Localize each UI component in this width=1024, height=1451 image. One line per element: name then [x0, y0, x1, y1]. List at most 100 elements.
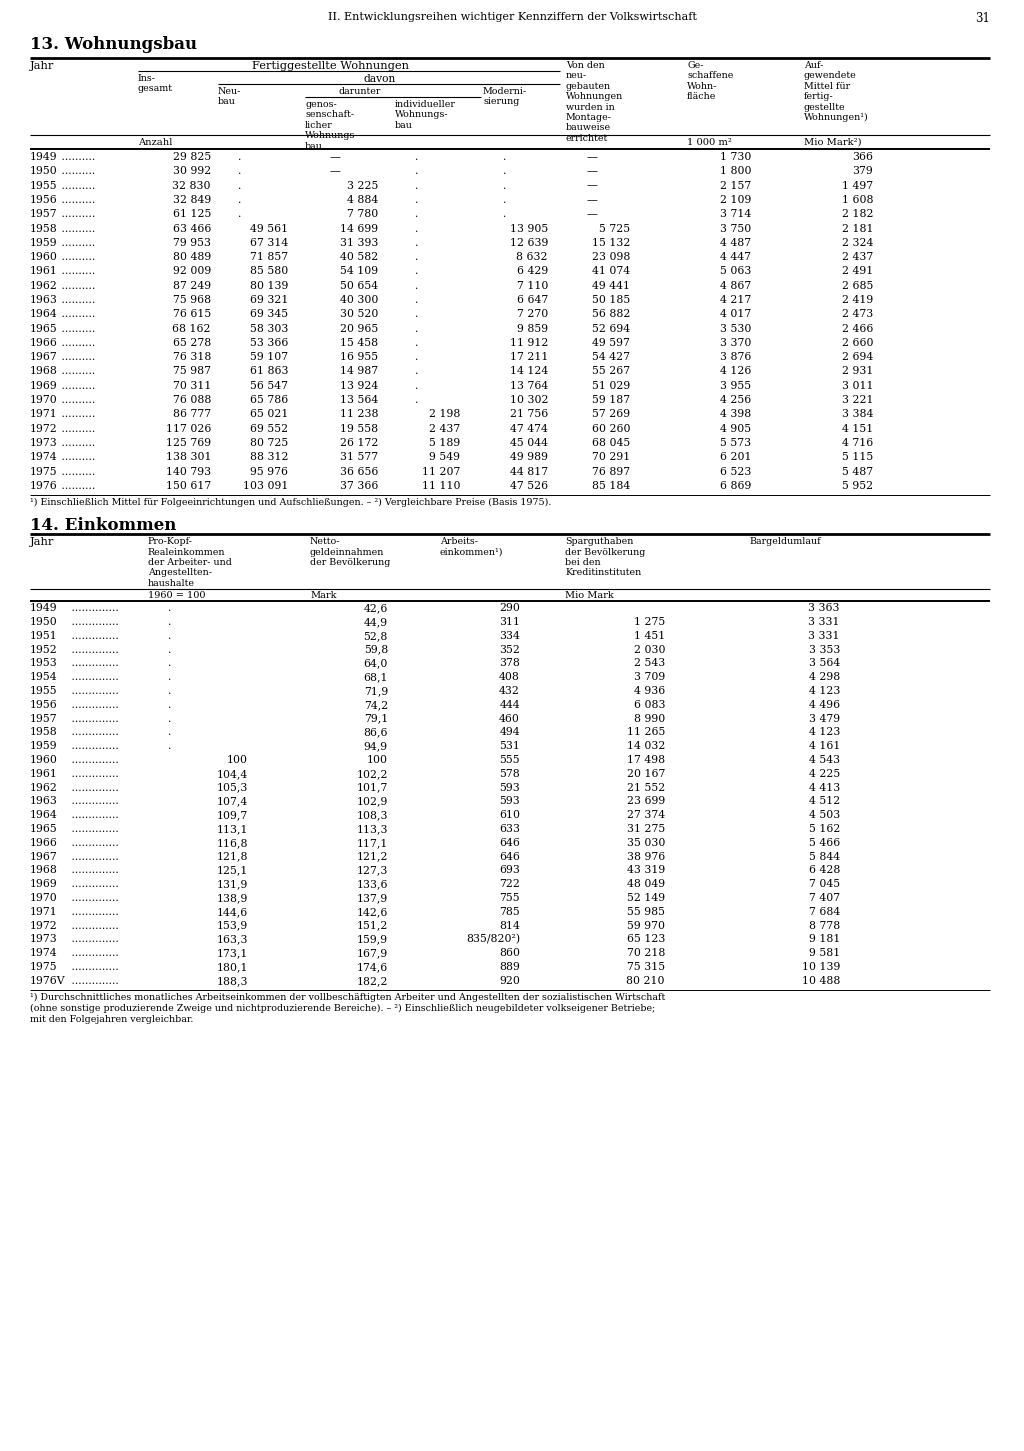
- Text: 142,6: 142,6: [356, 907, 388, 917]
- Text: Auf-
gewendete
Mittel für
fertig-
gestellte
Wohnungen¹): Auf- gewendete Mittel für fertig- gestel…: [804, 61, 868, 122]
- Text: ..........: ..........: [58, 480, 95, 490]
- Text: 4 543: 4 543: [809, 755, 840, 765]
- Text: .: .: [168, 617, 171, 627]
- Text: 1966: 1966: [30, 837, 58, 847]
- Text: 13 764: 13 764: [510, 380, 548, 390]
- Text: ..........: ..........: [58, 180, 95, 190]
- Text: Neu-
bau: Neu- bau: [218, 87, 242, 106]
- Text: 1972: 1972: [30, 920, 57, 930]
- Text: 11 912: 11 912: [510, 338, 548, 348]
- Text: ..............: ..............: [68, 672, 119, 682]
- Text: 693: 693: [499, 865, 520, 875]
- Text: 7 780: 7 780: [347, 209, 378, 219]
- Text: 69 345: 69 345: [250, 309, 288, 319]
- Text: 80 489: 80 489: [173, 252, 211, 263]
- Text: 1953: 1953: [30, 659, 57, 669]
- Text: ..............: ..............: [68, 644, 119, 654]
- Text: 1950: 1950: [30, 167, 57, 177]
- Text: —: —: [587, 167, 597, 177]
- Text: .: .: [168, 699, 171, 710]
- Text: 4 151: 4 151: [842, 424, 873, 434]
- Text: 10 488: 10 488: [802, 977, 840, 985]
- Text: 2 181: 2 181: [842, 223, 873, 234]
- Text: .: .: [238, 180, 242, 190]
- Text: 2 491: 2 491: [842, 267, 873, 276]
- Text: 1 000 m²: 1 000 m²: [687, 138, 732, 147]
- Text: 4 512: 4 512: [809, 797, 840, 807]
- Text: —: —: [587, 209, 597, 219]
- Text: 6 869: 6 869: [720, 480, 751, 490]
- Text: 531: 531: [499, 741, 520, 752]
- Text: 4 867: 4 867: [720, 280, 751, 290]
- Text: .: .: [415, 280, 419, 290]
- Text: 7 110: 7 110: [517, 280, 548, 290]
- Text: 3 331: 3 331: [809, 617, 840, 627]
- Text: 163,3: 163,3: [216, 934, 248, 945]
- Text: 2 466: 2 466: [842, 324, 873, 334]
- Text: 646: 646: [499, 852, 520, 862]
- Text: 32 849: 32 849: [173, 194, 211, 205]
- Text: ..........: ..........: [58, 223, 95, 234]
- Text: .: .: [503, 209, 507, 219]
- Text: 15 458: 15 458: [340, 338, 378, 348]
- Text: 1962: 1962: [30, 280, 58, 290]
- Text: ..........: ..........: [58, 309, 95, 319]
- Text: 13 905: 13 905: [510, 223, 548, 234]
- Text: 52 149: 52 149: [627, 892, 665, 903]
- Text: 159,9: 159,9: [357, 934, 388, 945]
- Text: 2 660: 2 660: [842, 338, 873, 348]
- Text: 17 211: 17 211: [510, 353, 548, 363]
- Text: .: .: [415, 309, 419, 319]
- Text: 1963: 1963: [30, 295, 58, 305]
- Text: 1960 = 100: 1960 = 100: [148, 591, 206, 601]
- Text: 11 238: 11 238: [340, 409, 378, 419]
- Text: 20 167: 20 167: [627, 769, 665, 779]
- Text: 1967: 1967: [30, 353, 57, 363]
- Text: .: .: [415, 180, 419, 190]
- Text: 1968: 1968: [30, 865, 58, 875]
- Text: 3 370: 3 370: [720, 338, 751, 348]
- Text: 1976: 1976: [30, 480, 57, 490]
- Text: 35 030: 35 030: [627, 837, 665, 847]
- Text: 1 800: 1 800: [720, 167, 751, 177]
- Text: 101,7: 101,7: [356, 782, 388, 792]
- Text: 4 161: 4 161: [809, 741, 840, 752]
- Text: 2 437: 2 437: [429, 424, 460, 434]
- Text: 1975: 1975: [30, 467, 57, 476]
- Text: ..............: ..............: [68, 852, 119, 862]
- Text: 14 699: 14 699: [340, 223, 378, 234]
- Text: 140 793: 140 793: [166, 467, 211, 476]
- Text: Anzahl: Anzahl: [138, 138, 172, 147]
- Text: —: —: [587, 194, 597, 205]
- Text: 11 110: 11 110: [422, 480, 460, 490]
- Text: 63 466: 63 466: [173, 223, 211, 234]
- Text: 65 021: 65 021: [250, 409, 288, 419]
- Text: 593: 593: [500, 797, 520, 807]
- Text: 68 162: 68 162: [172, 324, 211, 334]
- Text: 9 859: 9 859: [517, 324, 548, 334]
- Text: .: .: [503, 167, 507, 177]
- Text: 1952: 1952: [30, 644, 57, 654]
- Text: Pro-Kopf-
Realeinkommen
der Arbeiter- und
Angestellten-
haushalte: Pro-Kopf- Realeinkommen der Arbeiter- un…: [148, 537, 231, 588]
- Text: 3 564: 3 564: [809, 659, 840, 669]
- Text: 290: 290: [499, 604, 520, 614]
- Text: Mio Mark: Mio Mark: [565, 591, 613, 601]
- Text: 70 311: 70 311: [173, 380, 211, 390]
- Text: 121,2: 121,2: [356, 852, 388, 862]
- Text: 1961: 1961: [30, 267, 58, 276]
- Text: mit den Folgejahren vergleichbar.: mit den Folgejahren vergleichbar.: [30, 1014, 194, 1023]
- Text: 2 198: 2 198: [429, 409, 460, 419]
- Text: 1956: 1956: [30, 699, 57, 710]
- Text: 14 987: 14 987: [340, 367, 378, 376]
- Text: ..............: ..............: [68, 727, 119, 737]
- Text: 11 265: 11 265: [627, 727, 665, 737]
- Text: 43 319: 43 319: [627, 865, 665, 875]
- Text: 5 725: 5 725: [599, 223, 630, 234]
- Text: 3 225: 3 225: [347, 180, 378, 190]
- Text: 64,0: 64,0: [364, 659, 388, 669]
- Text: 47 474: 47 474: [510, 424, 548, 434]
- Text: 26 172: 26 172: [340, 438, 378, 448]
- Text: 3 709: 3 709: [634, 672, 665, 682]
- Text: Sparguthaben
der Bevölkerung
bei den
Kreditinstituten: Sparguthaben der Bevölkerung bei den Kre…: [565, 537, 645, 577]
- Text: 61 125: 61 125: [173, 209, 211, 219]
